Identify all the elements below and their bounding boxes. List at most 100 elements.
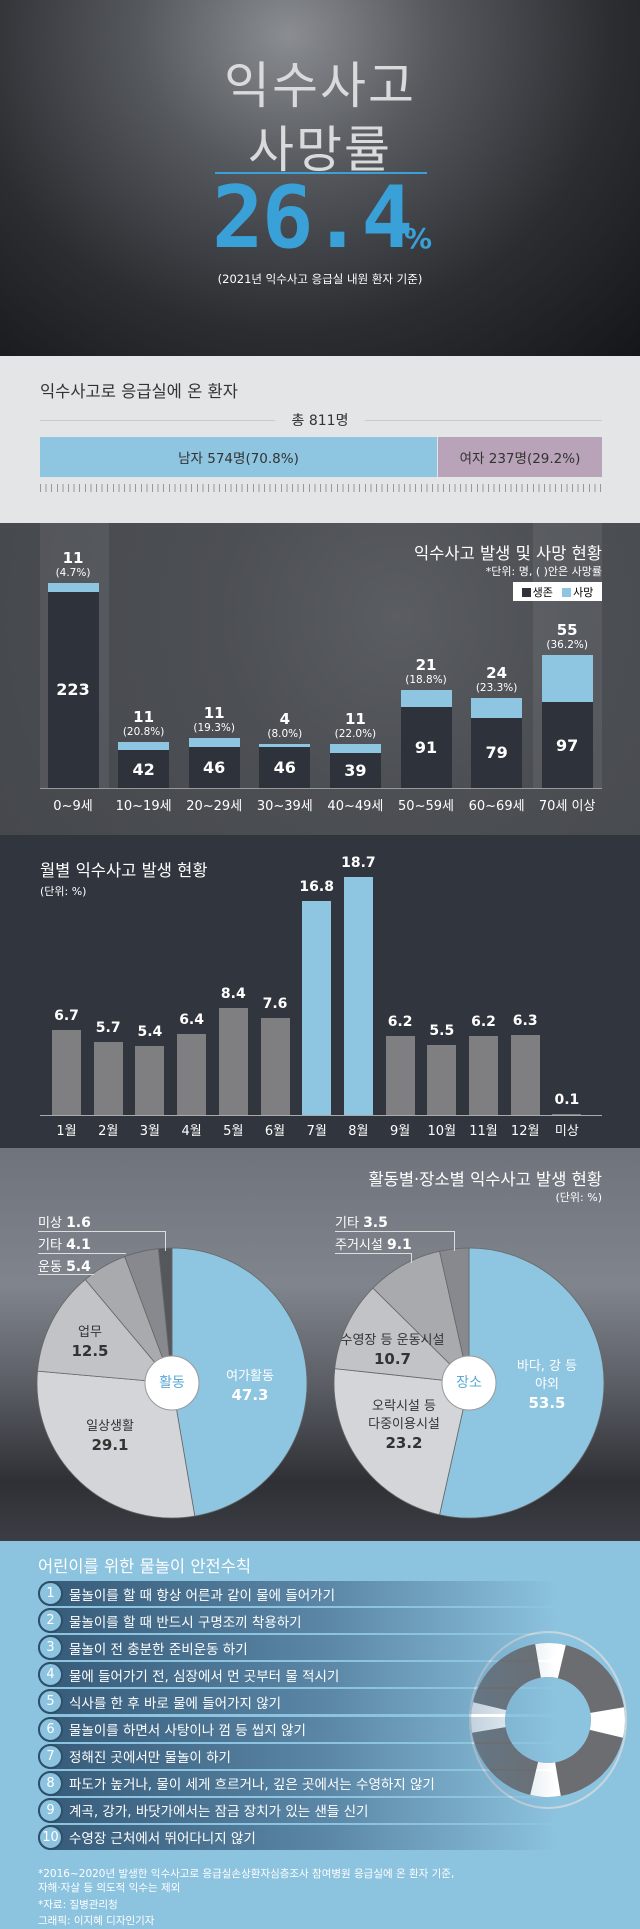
pie-slice: [334, 1287, 471, 1384]
month-bar: [552, 1113, 582, 1115]
label-place-pool: 수영장 등 운동시설 10.7: [340, 1333, 445, 1368]
value-survived: 97: [556, 735, 579, 755]
label-activity-sports: 운동 5.4: [38, 1259, 91, 1275]
male-bar: 남자 574명(70.8%): [40, 437, 437, 477]
month-value: 5.7: [95, 1020, 121, 1037]
bar-died: [541, 654, 593, 704]
source: *자료: 질병관리청: [38, 1899, 118, 1911]
pie-slice: [333, 1368, 470, 1516]
rule-text: 식사를 한 후 바로 물에 들어가지 않기: [69, 1695, 282, 1712]
category-label: 20~29세: [186, 799, 243, 814]
female-bar: 여자 237명(29.2%): [438, 437, 602, 477]
safety-rule: 5 식사를 한 후 바로 물에 들어가지 않기: [38, 1689, 558, 1715]
scale-ticks: [40, 484, 603, 492]
month-label: 12월: [510, 1124, 540, 1139]
value-died: 11: [133, 707, 155, 726]
month-value: 6.4: [179, 1011, 204, 1028]
bar-died: [471, 697, 523, 719]
rule-number: 1: [38, 1581, 63, 1606]
safety-rule: 8 파도가 높거나, 물이 세게 흐르거나, 깊은 곳에서는 수영하지 않기: [38, 1770, 558, 1796]
value-survived: 46: [203, 757, 226, 777]
bar-died: [329, 744, 381, 754]
value-survived: 91: [414, 738, 438, 758]
bar-died: [47, 583, 99, 593]
month-bar: [427, 1044, 457, 1115]
bar-survived: [47, 592, 99, 788]
value-death-rate: (4.7%): [55, 567, 91, 580]
value-survived: 79: [485, 743, 508, 763]
month-bar: [260, 1018, 290, 1115]
month-label: 10월: [427, 1124, 457, 1139]
value-died: 24: [486, 663, 508, 682]
value-died: 21: [415, 655, 437, 674]
value-died: 55: [556, 620, 578, 639]
bar-died: [118, 741, 170, 752]
label-place-residential: 주거시설 9.1: [335, 1237, 412, 1253]
hero-section: 익수사고 사망률 26.4 % (2021년 익수사고 응급실 내원 환자 기준…: [0, 0, 640, 356]
rule-number: 2: [38, 1608, 63, 1634]
rule-text: 파도가 높거나, 물이 세게 흐르거나, 깊은 곳에서는 수영하지 않기: [69, 1777, 435, 1794]
category-label: 70세 이상: [538, 799, 596, 814]
age-legend: 생존 사망: [513, 582, 602, 601]
rule-text: 수영장 근처에서 뛰어다니지 않기: [69, 1831, 256, 1848]
leader-line: [38, 1274, 94, 1275]
month-bar: [343, 876, 373, 1115]
rule-text: 물놀이 전 충분한 준비운동 하기: [69, 1641, 248, 1658]
rule-number: 10: [38, 1824, 63, 1850]
category-label: 60~69세: [468, 799, 525, 814]
month-bar: [135, 1046, 165, 1115]
month-value: 16.8: [299, 879, 334, 896]
month-value: 6.2: [471, 1014, 496, 1031]
month-label: 9월: [389, 1124, 411, 1139]
bar-survived: [118, 751, 170, 788]
hero-title-line1: 익수사고: [224, 57, 416, 115]
age-chart-note: *단위: 명, ( )안은 사망률: [485, 565, 602, 578]
value-death-rate: (8.0%): [267, 728, 303, 741]
month-label: 6월: [264, 1124, 286, 1139]
month-label: 미상: [554, 1124, 579, 1139]
leader-line: [411, 1253, 412, 1263]
hero-subtitle: (2021년 익수사고 응급실 내원 환자 기준): [217, 272, 423, 286]
month-bar: [218, 1008, 248, 1115]
safety-rule: 6 물놀이를 하면서 사탕이나 껌 등 씹지 않기: [38, 1716, 558, 1742]
month-bar: [177, 1033, 207, 1115]
legend-swatch-died: [562, 588, 572, 597]
value-survived: 39: [344, 760, 367, 780]
month-bar: [385, 1036, 415, 1115]
safety-rule: 7 정해진 곳에서만 물놀이 하기: [38, 1743, 558, 1769]
label-activity-other: 기타 4.1: [38, 1237, 91, 1253]
rule-number: 9: [38, 1797, 63, 1823]
hero-percent-sign: %: [404, 222, 433, 255]
monthly-baseline: [40, 1115, 602, 1116]
rule-number: 6: [38, 1716, 63, 1742]
month-label: 8월: [348, 1124, 369, 1139]
label-activity-leisure: 여가활동 47.3: [226, 1369, 274, 1404]
rule-text: 계곡, 강가, 바닷가에서는 잠금 장치가 있는 샌들 신기: [69, 1804, 369, 1821]
rule-number: 4: [38, 1662, 63, 1688]
value-death-rate: (19.3%): [193, 722, 235, 735]
month-bar: [302, 901, 332, 1115]
pie-slice: [171, 1247, 308, 1517]
month-label: 1월: [56, 1124, 77, 1139]
category-label: 10~19세: [115, 799, 172, 814]
legend-died: 사망: [562, 584, 593, 600]
rule-number: 5: [38, 1689, 63, 1715]
pie-slice: [439, 1247, 605, 1519]
legend-label: 사망: [573, 585, 594, 599]
bar-survived: [471, 718, 523, 788]
bar-survived: [329, 753, 381, 788]
footnote: *2016~2020년 발생한 익수사고로 응급실손상환자심층조사 참여병원 응…: [38, 1868, 455, 1880]
month-bar: [469, 1036, 498, 1115]
value-survived: 46: [273, 757, 296, 777]
month-value: 6.3: [512, 1012, 538, 1029]
footnote-2: 자해·자살 등 의도적 익수는 제외: [38, 1882, 181, 1894]
label-place-outdoor: 바다, 강 등 야외 53.5: [516, 1359, 578, 1412]
rule-text: 정해진 곳에서만 물놀이 하기: [69, 1750, 231, 1767]
safety-rule: 9 계곡, 강가, 바닷가에서는 잠금 장치가 있는 샌들 신기: [38, 1797, 558, 1823]
month-value: 6.2: [387, 1014, 413, 1031]
rule-number: 8: [38, 1770, 63, 1796]
value-death-rate: (22.0%): [334, 728, 377, 741]
bar-survived: [541, 703, 593, 788]
pie-unit: (단위: %): [555, 1191, 602, 1204]
bar-survived: [188, 747, 240, 788]
